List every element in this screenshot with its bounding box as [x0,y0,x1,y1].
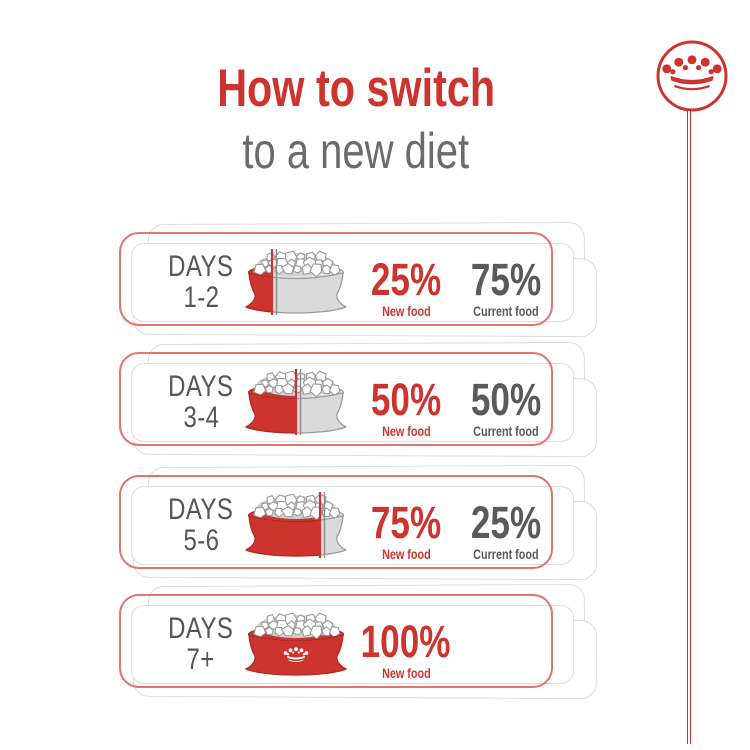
step-card: DAYS 5-6 75% New food 25% Current food [131,486,574,565]
page-title-main: How to switch [217,59,495,118]
crown-icon [662,55,722,91]
new-food-percentage: 100% New food [361,616,451,681]
days-label: DAYS 3-4 [168,370,234,434]
current-food-percentage: 25% Current food [470,497,542,562]
new-food-percentage: 50% New food [370,374,442,439]
new-food-percentage: 25% New food [370,254,442,319]
days-label: DAYS 1-2 [168,250,234,314]
food-bowl-75-percent-new [241,492,351,560]
crown-in-circle-icon [654,38,730,114]
transition-step-row: DAYS 7+ 100% New food [119,583,609,700]
food-bowl-25-percent-new [241,249,351,317]
step-card: DAYS 7+ 100% New food [131,605,574,684]
transition-step-row: DAYS 3-4 50% New food 50% Current food [119,341,609,458]
page-title-sub: to a new diet [242,123,470,179]
transition-step-row: DAYS 5-6 75% New food 25% Current food [119,464,609,581]
vertical-divider-line [687,111,691,744]
step-card: DAYS 1-2 25% New food 75% Current food [131,243,574,322]
food-bowl-50-percent-new [241,369,351,437]
days-label: DAYS 5-6 [168,493,234,557]
step-card: DAYS 3-4 50% New food 50% Current food [131,363,574,442]
food-bowl-100-percent-new [241,611,351,679]
crown-icon [283,647,309,662]
new-food-percentage: 75% New food [370,497,442,562]
days-label: DAYS 7+ [168,612,234,676]
transition-step-row: DAYS 1-2 25% New food 75% Current food [119,221,609,338]
current-food-percentage: 50% Current food [470,374,542,439]
current-food-percentage: 75% Current food [470,254,542,319]
